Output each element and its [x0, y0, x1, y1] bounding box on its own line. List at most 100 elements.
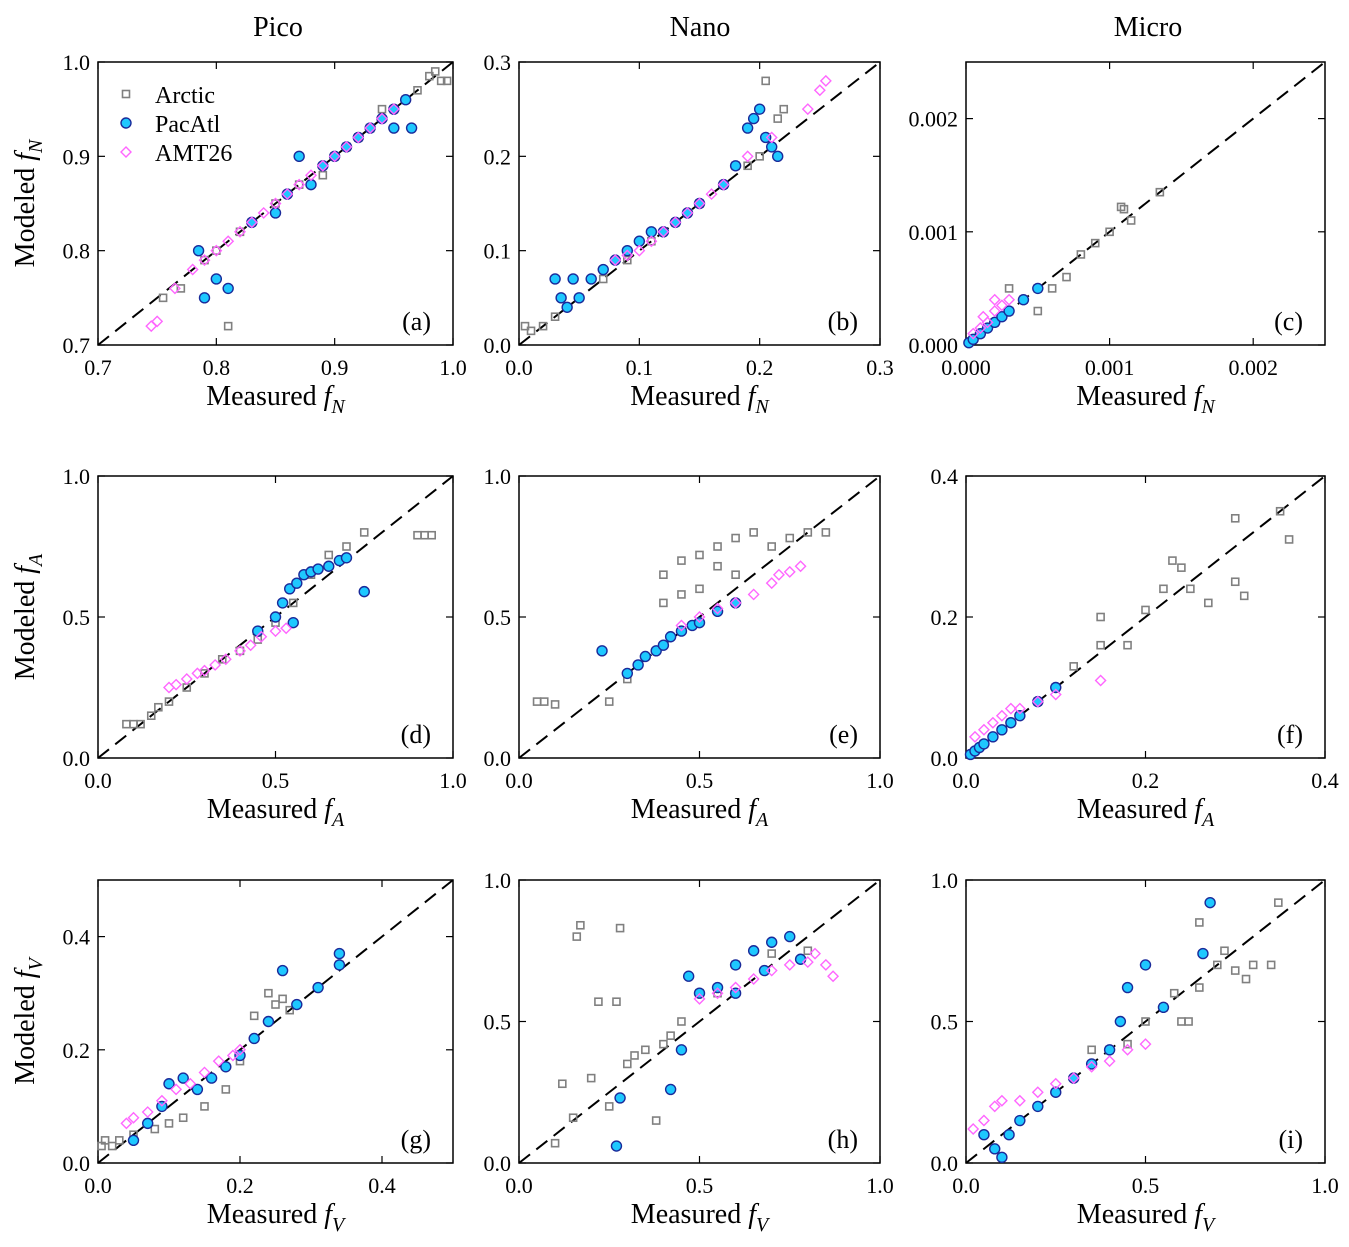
point-amt26 [234, 225, 246, 238]
y-tick-label: 0.5 [63, 605, 91, 630]
point-amt26 [995, 299, 1008, 312]
point-amt26 [120, 1117, 133, 1130]
point-amt26 [186, 263, 199, 276]
point-arctic [767, 949, 777, 958]
y-axis-label: Modeled fV [10, 955, 47, 1084]
point-arctic [115, 1136, 124, 1145]
point-pacatl [784, 930, 796, 943]
point-arctic [164, 1119, 174, 1128]
point-amt26 [765, 131, 778, 144]
point-amt26 [657, 225, 670, 238]
point-amt26 [809, 947, 822, 960]
y-tick-label: 0.5 [931, 1010, 959, 1035]
point-arctic [1177, 1017, 1186, 1026]
point-arctic [1069, 662, 1078, 671]
point-arctic [568, 1113, 578, 1123]
x-axis-label: Measured fN [1076, 381, 1216, 418]
points [967, 896, 1283, 1164]
point-amt26 [151, 315, 164, 328]
point-arctic [604, 697, 614, 706]
point-pacatl [1139, 959, 1152, 971]
point-amt26 [977, 310, 990, 323]
x-axis-label: Measured fN [630, 381, 770, 418]
point-arctic [1169, 988, 1179, 998]
point-amt26 [988, 293, 1001, 306]
point-amt26 [316, 159, 329, 172]
point-pacatl [1197, 947, 1209, 960]
scatter-panel-6: 0.0 0.2 0.4 0.0 0.2 0.4 (f) Measured fA [931, 464, 1339, 831]
point-arctic [223, 321, 233, 331]
point-pacatl [978, 1128, 990, 1141]
x-axis-label: Measured fA [631, 794, 769, 831]
point-pacatl [352, 131, 365, 144]
point-amt26 [986, 716, 999, 729]
point-amt26 [281, 188, 294, 201]
y-axis-label: Modeled fN [10, 138, 47, 267]
one-to-one-line [965, 879, 1326, 1164]
point-amt26 [1139, 1038, 1152, 1051]
x-tick-label: 0.5 [262, 768, 290, 793]
point-pacatl [609, 254, 621, 266]
point-pacatl [1032, 282, 1044, 295]
point-pacatl [1014, 1114, 1026, 1127]
point-pacatl [276, 964, 289, 977]
point-amt26 [1013, 702, 1026, 715]
ticks: 0.7 0.8 0.9 1.0 0.7 0.8 0.9 1.0 [63, 50, 467, 380]
point-amt26 [245, 216, 258, 229]
x-axis-label: Measured fV [1077, 1199, 1217, 1236]
point-pacatl [1114, 1015, 1127, 1028]
point-pacatl [741, 122, 754, 134]
y-tick-label: 0.000 [909, 333, 959, 358]
one-to-one-line [518, 879, 881, 1164]
point-pacatl [205, 1072, 218, 1084]
point-arctic [212, 246, 221, 255]
point-arctic [1284, 535, 1294, 544]
y-axis-label: Modeled fA [10, 553, 47, 680]
point-pacatl [596, 645, 608, 657]
legend-label: Arctic [155, 83, 215, 109]
point-arctic [612, 997, 621, 1006]
point-arctic [1177, 563, 1186, 572]
point-amt26 [783, 565, 796, 578]
point-arctic [436, 76, 446, 86]
point-pacatl [1003, 305, 1015, 317]
point-arctic [420, 530, 429, 540]
point-arctic [324, 550, 334, 560]
point-arctic [1204, 598, 1213, 608]
point-amt26 [1121, 1043, 1134, 1056]
plot-frame [97, 879, 454, 1164]
point-arctic [1230, 966, 1240, 975]
point-arctic [761, 76, 770, 86]
point-arctic [1087, 1045, 1096, 1055]
point-amt26 [269, 625, 282, 638]
point-pacatl [1017, 294, 1030, 306]
point-pacatl [248, 1032, 260, 1045]
scatter-panel-5: 0.0 0.5 1.0 0.0 0.5 1.0 (e) Measured fA [484, 464, 894, 831]
point-arctic [200, 669, 209, 678]
point-arctic [803, 528, 813, 537]
point-amt26 [747, 973, 760, 986]
point-amt26 [234, 1043, 246, 1056]
point-amt26 [1103, 1055, 1116, 1068]
point-pacatl [682, 970, 695, 982]
point-amt26 [967, 1123, 980, 1136]
point-arctic [430, 67, 440, 76]
panel-label: (a) [402, 307, 431, 336]
point-pacatl [639, 650, 652, 663]
point-arctic [713, 561, 722, 571]
point-pacatl [1032, 695, 1044, 708]
point-pacatl [772, 150, 784, 163]
point-amt26 [819, 74, 832, 87]
point-amt26 [621, 249, 634, 262]
point-arctic [677, 1017, 686, 1026]
point-arctic [427, 530, 437, 540]
point-arctic [695, 584, 704, 594]
plot-frame [97, 61, 454, 346]
point-pacatl [989, 1143, 1001, 1155]
point-arctic [659, 598, 668, 608]
point-arctic [235, 646, 245, 656]
point-pacatl [340, 141, 353, 153]
point-amt26 [729, 596, 742, 609]
ticks: 0.0 0.5 1.0 0.0 0.5 1.0 [484, 868, 894, 1198]
point-arctic [785, 533, 795, 543]
